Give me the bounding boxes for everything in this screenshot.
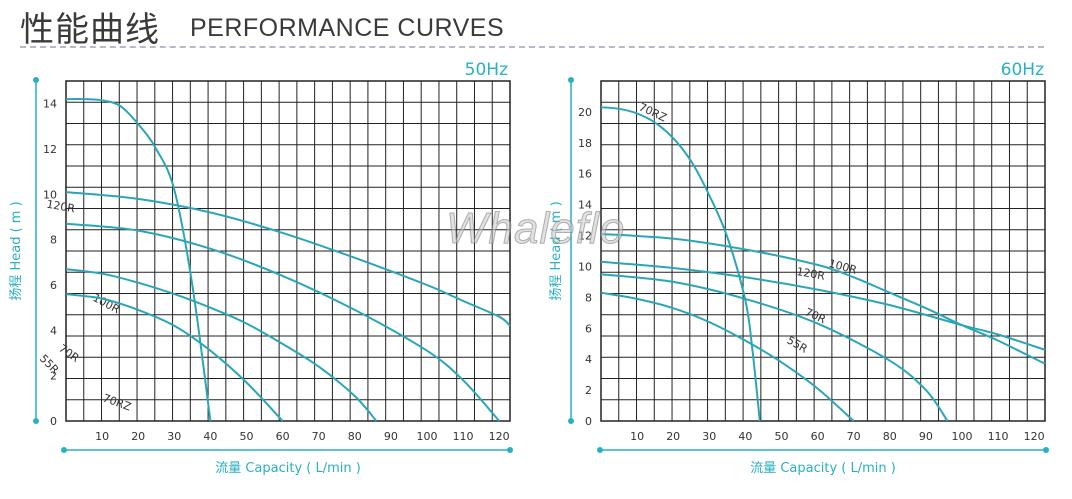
- x-tick-label: 50: [239, 430, 253, 443]
- plot-frame: [600, 80, 1046, 422]
- y-tick-label: 12: [43, 143, 57, 156]
- y-tick-label: 4: [50, 324, 57, 337]
- y-tick-label: 12: [578, 230, 592, 243]
- y-tick-label: 6: [50, 279, 57, 292]
- y-tick-label: 2: [585, 384, 592, 397]
- x-axis-label: 流量 Capacity ( L/min ): [750, 461, 896, 476]
- series-line-55R: [600, 291, 855, 422]
- page-title-en: PERFORMANCE CURVES: [190, 14, 505, 42]
- series-line-70R: [65, 268, 378, 422]
- x-tick-label: 90: [919, 430, 933, 443]
- series-label-120R: 120R: [795, 265, 826, 283]
- series-line-100R: [600, 233, 1046, 365]
- x-tick-label: 20: [131, 430, 145, 443]
- series-label-55R: 55R: [785, 334, 811, 356]
- series-line-70RZ: [600, 106, 761, 422]
- grid: [65, 80, 511, 422]
- page-title-zh: 性能曲线: [20, 10, 160, 50]
- y-tick-label: 16: [578, 168, 592, 181]
- series-line-70R: [600, 273, 949, 422]
- y-axis-dot-top: [33, 77, 39, 83]
- x-tick-label: 40: [203, 430, 217, 443]
- chart-title: 50Hz: [465, 60, 508, 80]
- x-tick-label: 10: [630, 430, 644, 443]
- series-line-70RZ: [65, 98, 212, 422]
- y-tick-label: 8: [585, 291, 592, 304]
- x-axis-label: 流量 Capacity ( L/min ): [215, 461, 361, 476]
- x-tick-label: 110: [988, 430, 1009, 443]
- x-tick-label: 100: [951, 430, 972, 443]
- x-tick-label: 20: [666, 430, 680, 443]
- x-tick-label: 40: [738, 430, 752, 443]
- chart-1: 60Hz 0 2 4 6 8 10 12 14 16 18 20 10 20 30 40 50 60 70 80 90 1…: [549, 60, 1049, 476]
- x-tick-label: 60: [276, 430, 290, 443]
- series-label-70RZ: 70RZ: [101, 391, 133, 413]
- x-axis-dot-right: [1043, 447, 1049, 453]
- y-axis-dot-bottom: [568, 418, 574, 424]
- x-axis-dot-left: [597, 447, 603, 453]
- x-tick-label: 70: [312, 430, 326, 443]
- series-line-100R: [65, 222, 500, 422]
- y-tick-label: 18: [578, 137, 592, 150]
- y-axis-dot-bottom: [33, 418, 39, 424]
- x-tick-label: 110: [453, 430, 474, 443]
- x-tick-label: 30: [167, 430, 181, 443]
- x-tick-label: 100: [416, 430, 437, 443]
- x-tick-label: 120: [489, 430, 510, 443]
- watermark-logo: Whaleflo: [445, 204, 626, 254]
- plot-frame: [65, 80, 511, 422]
- y-axis-label: 扬程 Head ( m ): [9, 201, 24, 300]
- y-tick-label: 14: [43, 98, 57, 111]
- y-tick-label: 14: [578, 199, 592, 212]
- x-tick-label: 80: [348, 430, 362, 443]
- y-tick-label: 2: [50, 370, 57, 383]
- x-axis-dot-left: [61, 447, 67, 453]
- y-tick-label: 20: [578, 106, 592, 119]
- y-tick-label: 10: [578, 260, 592, 273]
- y-axis-label: 扬程 Head ( m ): [549, 201, 564, 300]
- x-tick-label: 80: [883, 430, 897, 443]
- series-label-70R: 70R: [56, 342, 81, 365]
- y-tick-label: 10: [43, 188, 57, 201]
- chart-0: 50Hz 0 2 4 6 8 10 12 14 10 20 30 40 50 60 70 80 90 100 110 1…: [9, 60, 513, 476]
- x-tick-label: 60: [811, 430, 825, 443]
- x-tick-label: 50: [774, 430, 788, 443]
- grid: [600, 80, 1046, 422]
- x-tick-label: 10: [95, 430, 109, 443]
- series-label-100R: 100R: [91, 291, 123, 316]
- x-tick-label: 90: [384, 430, 398, 443]
- series-label-55R: 55R: [37, 352, 62, 377]
- x-tick-label: 120: [1024, 430, 1045, 443]
- x-tick-label: 70: [847, 430, 861, 443]
- chart-title: 60Hz: [1001, 60, 1044, 80]
- y-axis-dot-top: [568, 77, 574, 83]
- x-axis-dot-right: [507, 447, 513, 453]
- y-tick-label: 6: [585, 322, 592, 335]
- y-tick-label: 0: [50, 415, 57, 428]
- series-line-55R: [65, 293, 284, 422]
- series-line-120R: [65, 191, 511, 327]
- y-tick-label: 0: [585, 415, 592, 428]
- y-tick-label: 4: [585, 353, 592, 366]
- title-divider: [20, 46, 1044, 48]
- series-label-120R: 120R: [45, 198, 76, 216]
- series-line-120R: [600, 260, 1046, 351]
- x-tick-label: 30: [702, 430, 716, 443]
- y-tick-label: 8: [50, 234, 57, 247]
